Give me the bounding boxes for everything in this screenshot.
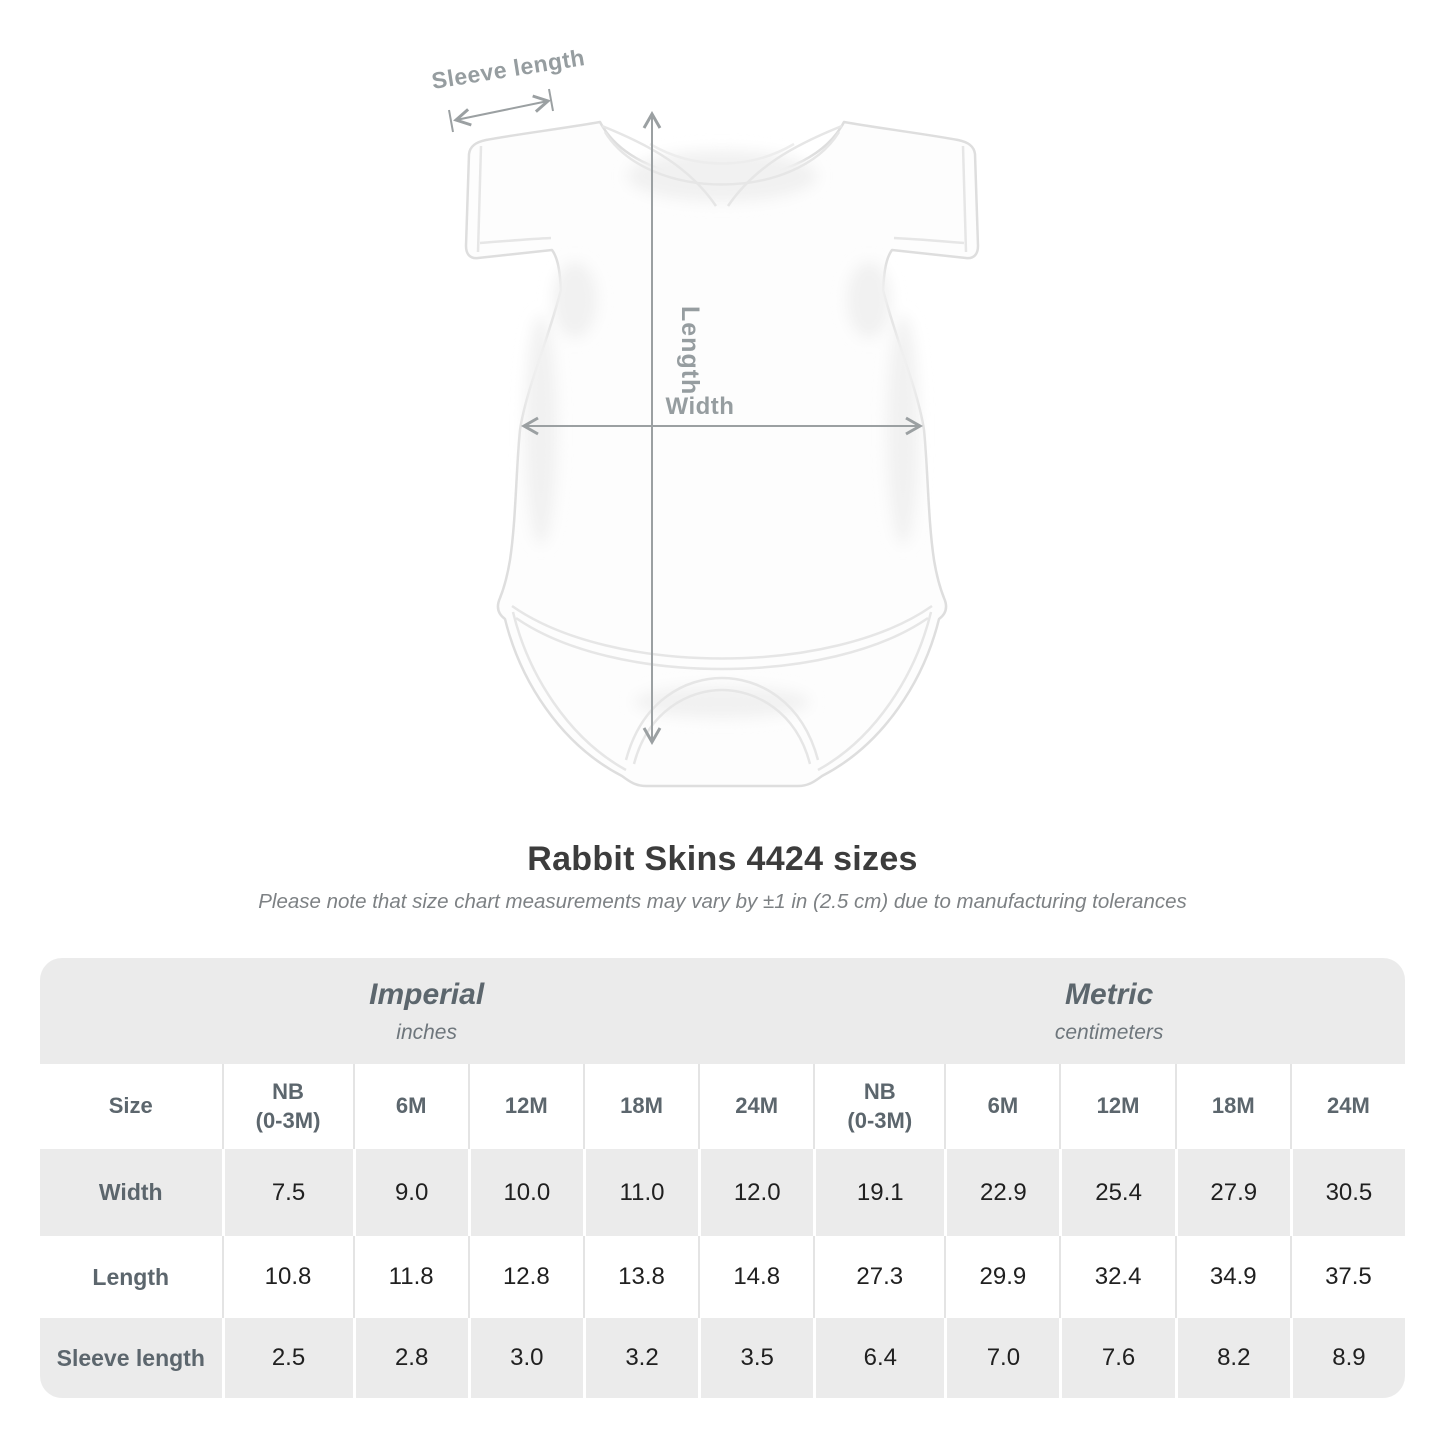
- row-label: Length: [92, 1263, 170, 1290]
- table-cell: 10.0: [467, 1149, 583, 1236]
- size-column-header: 24M: [698, 1064, 814, 1149]
- table-cell: 8.2: [1174, 1318, 1290, 1398]
- sleeve-measure-line: [456, 101, 548, 120]
- size-table-body: Width 7.5 9.0 10.0 11.0 12.0 19.1 22.9 25.4 27.9 3…: [40, 1149, 1405, 1398]
- table-cell: 8.9: [1289, 1318, 1405, 1398]
- table-cell: 3.0: [467, 1318, 583, 1398]
- table-cell: 27.9: [1174, 1149, 1290, 1236]
- infant-bodysuit-illustration: [464, 120, 980, 788]
- row-label: Sleeve length: [56, 1344, 205, 1371]
- size-column-header: 6M: [352, 1064, 468, 1149]
- sleeve-measure-tick-right: [548, 88, 554, 112]
- table-cell: 12.8: [467, 1236, 583, 1318]
- table-row: Length 10.8 11.8 12.8 13.8 14.8 27.3 29.9 32.4 34…: [40, 1236, 1405, 1318]
- table-cell: 30.5: [1289, 1149, 1405, 1236]
- row-label: Width: [98, 1179, 163, 1205]
- size-column-header: NB (0-3M): [813, 1064, 945, 1149]
- table-cell: 10.8: [221, 1236, 353, 1318]
- chart-heading: Rabbit Skins 4424 sizes Please note that…: [0, 840, 1445, 914]
- table-cell: 25.4: [1059, 1149, 1174, 1236]
- size-column-header: 18M: [1174, 1064, 1290, 1149]
- size-column-header: 18M: [582, 1064, 699, 1149]
- unit-header-row: Imperial inches Metric centimeters: [40, 958, 1405, 1064]
- table-cell: 12.0: [698, 1149, 813, 1236]
- table-cell: 19.1: [813, 1149, 944, 1236]
- size-column-header: 12M: [1059, 1064, 1175, 1149]
- table-cell: 14.8: [698, 1236, 813, 1318]
- table-cell: 29.9: [944, 1236, 1059, 1318]
- table-row: Sleeve length 2.5 2.8 3.0 3.2 3.5 6.4 7.0 7.6 8.2…: [40, 1318, 1405, 1398]
- imperial-group-header: Imperial inches: [40, 958, 814, 1064]
- size-corner-label: Size: [40, 1064, 222, 1149]
- measurement-annotations: [448, 88, 920, 742]
- size-header-row: Size NB (0-3M) 6M 12M 18M 24M NB (0-3M) 6M 12M 1…: [40, 1064, 1405, 1149]
- table-cell: 2.5: [221, 1318, 353, 1398]
- metric-unit-label: centimeters: [1054, 1020, 1164, 1044]
- table-cell: 11.0: [582, 1149, 698, 1236]
- width-label: Width: [666, 393, 735, 420]
- table-cell: 32.4: [1059, 1236, 1174, 1318]
- sleeve-length-label: Sleeve length: [430, 44, 587, 94]
- size-column-header: NB (0-3M): [221, 1064, 353, 1149]
- metric-group-header: Metric centimeters: [813, 958, 1405, 1064]
- bodysuit-size-diagram: Sleeve length Length Width: [430, 44, 980, 788]
- tolerance-note: Please note that size chart measurements…: [258, 890, 1187, 913]
- size-table-container: Imperial inches Metric centimeters Size …: [40, 958, 1405, 1398]
- table-cell: 7.6: [1059, 1318, 1174, 1398]
- table-cell: 7.5: [221, 1149, 353, 1236]
- table-cell: 13.8: [582, 1236, 698, 1318]
- table-row: Width 7.5 9.0 10.0 11.0 12.0 19.1 22.9 25.4 27.9 3…: [40, 1149, 1405, 1236]
- size-column-header: 6M: [944, 1064, 1060, 1149]
- table-cell: 11.8: [352, 1236, 468, 1318]
- metric-label: Metric: [1064, 977, 1154, 1011]
- imperial-unit-label: inches: [396, 1020, 457, 1044]
- table-cell: 3.2: [582, 1318, 698, 1398]
- table-cell: 27.3: [813, 1236, 944, 1318]
- table-cell: 22.9: [944, 1149, 1059, 1236]
- table-cell: 2.8: [352, 1318, 468, 1398]
- table-cell: 3.5: [698, 1318, 813, 1398]
- size-column-header: 24M: [1289, 1064, 1405, 1149]
- table-cell: 6.4: [813, 1318, 944, 1398]
- length-label: Length: [676, 306, 704, 395]
- page-title: Rabbit Skins 4424 sizes: [527, 840, 918, 878]
- table-cell: 7.0: [944, 1318, 1059, 1398]
- size-column-header: 12M: [467, 1064, 583, 1149]
- size-chart-table: Imperial inches Metric centimeters Size …: [40, 958, 1405, 1398]
- table-cell: 34.9: [1174, 1236, 1290, 1318]
- table-cell: 37.5: [1289, 1236, 1405, 1318]
- imperial-label: Imperial: [369, 977, 485, 1011]
- sleeve-measure-tick-left: [448, 109, 454, 133]
- table-cell: 9.0: [352, 1149, 468, 1236]
